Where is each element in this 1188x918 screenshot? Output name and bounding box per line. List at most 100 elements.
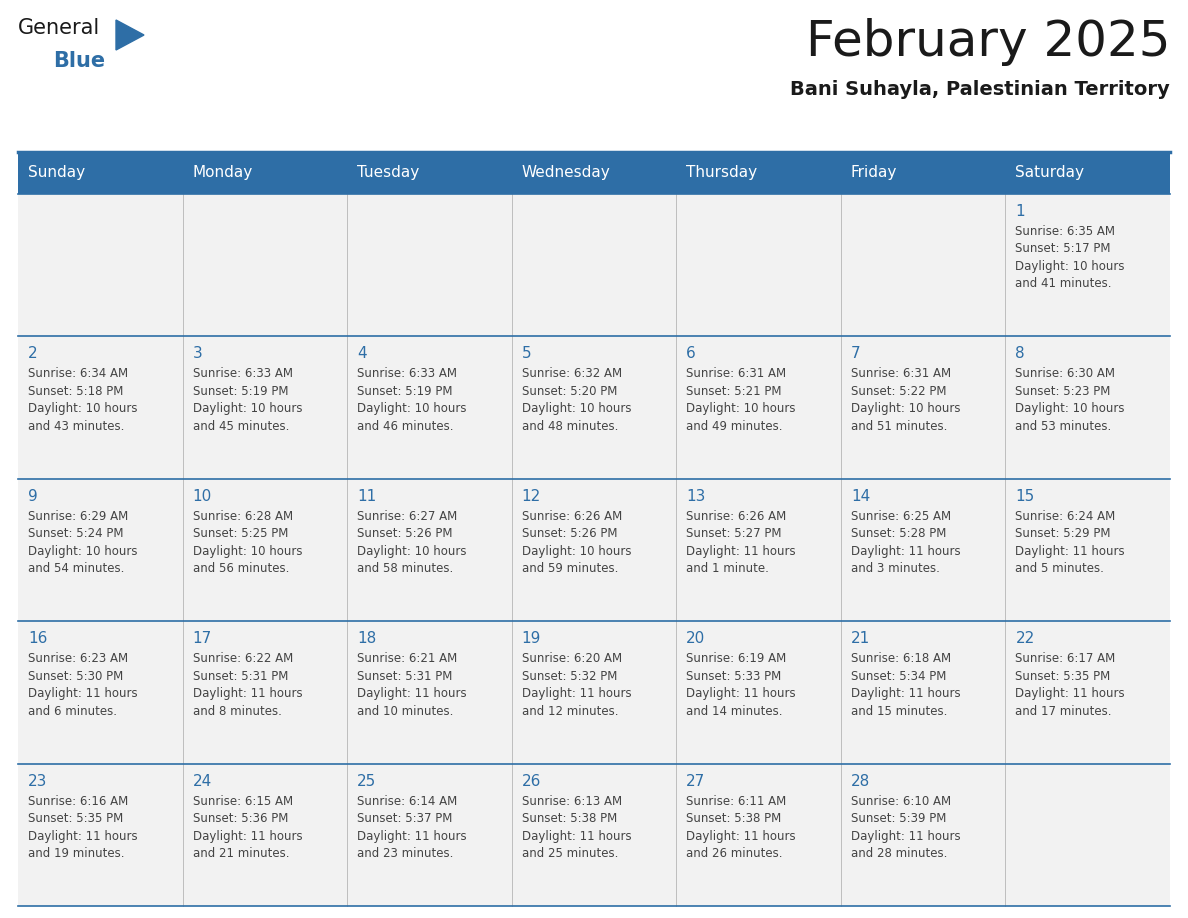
Text: Sunset: 5:26 PM: Sunset: 5:26 PM bbox=[358, 527, 453, 541]
Text: Sunrise: 6:28 AM: Sunrise: 6:28 AM bbox=[192, 509, 292, 522]
Text: and 17 minutes.: and 17 minutes. bbox=[1016, 705, 1112, 718]
Text: and 10 minutes.: and 10 minutes. bbox=[358, 705, 454, 718]
Text: Sunrise: 6:11 AM: Sunrise: 6:11 AM bbox=[687, 795, 786, 808]
Text: Sunrise: 6:32 AM: Sunrise: 6:32 AM bbox=[522, 367, 621, 380]
Text: Blue: Blue bbox=[53, 51, 105, 71]
Text: Sunset: 5:34 PM: Sunset: 5:34 PM bbox=[851, 670, 946, 683]
Text: Sunset: 5:17 PM: Sunset: 5:17 PM bbox=[1016, 242, 1111, 255]
Text: Sunrise: 6:31 AM: Sunrise: 6:31 AM bbox=[687, 367, 786, 380]
Text: Daylight: 11 hours: Daylight: 11 hours bbox=[851, 544, 960, 558]
Text: Sunrise: 6:20 AM: Sunrise: 6:20 AM bbox=[522, 652, 621, 666]
Bar bbox=[18, 336, 1170, 479]
Text: 23: 23 bbox=[29, 774, 48, 789]
Text: and 19 minutes.: and 19 minutes. bbox=[29, 847, 125, 860]
Text: and 45 minutes.: and 45 minutes. bbox=[192, 420, 289, 433]
Text: and 14 minutes.: and 14 minutes. bbox=[687, 705, 783, 718]
Text: Sunrise: 6:10 AM: Sunrise: 6:10 AM bbox=[851, 795, 950, 808]
Text: 15: 15 bbox=[1016, 488, 1035, 504]
Text: Sunrise: 6:29 AM: Sunrise: 6:29 AM bbox=[29, 509, 128, 522]
Text: and 51 minutes.: and 51 minutes. bbox=[851, 420, 947, 433]
Text: and 8 minutes.: and 8 minutes. bbox=[192, 705, 282, 718]
Text: 4: 4 bbox=[358, 346, 367, 362]
Text: Sunrise: 6:33 AM: Sunrise: 6:33 AM bbox=[192, 367, 292, 380]
Text: Sunrise: 6:31 AM: Sunrise: 6:31 AM bbox=[851, 367, 950, 380]
Text: and 58 minutes.: and 58 minutes. bbox=[358, 563, 454, 576]
Text: Daylight: 11 hours: Daylight: 11 hours bbox=[522, 688, 631, 700]
Text: 27: 27 bbox=[687, 774, 706, 789]
Text: Sunset: 5:30 PM: Sunset: 5:30 PM bbox=[29, 670, 124, 683]
Text: Sunset: 5:22 PM: Sunset: 5:22 PM bbox=[851, 385, 947, 397]
Text: Sunday: Sunday bbox=[29, 165, 86, 181]
Text: Sunset: 5:35 PM: Sunset: 5:35 PM bbox=[29, 812, 124, 825]
Text: Sunset: 5:38 PM: Sunset: 5:38 PM bbox=[522, 812, 617, 825]
Text: Daylight: 10 hours: Daylight: 10 hours bbox=[358, 402, 467, 416]
Text: 26: 26 bbox=[522, 774, 541, 789]
Text: and 56 minutes.: and 56 minutes. bbox=[192, 563, 289, 576]
Text: Sunset: 5:18 PM: Sunset: 5:18 PM bbox=[29, 385, 124, 397]
Text: Sunset: 5:37 PM: Sunset: 5:37 PM bbox=[358, 812, 453, 825]
Text: 9: 9 bbox=[29, 488, 38, 504]
Text: Sunrise: 6:15 AM: Sunrise: 6:15 AM bbox=[192, 795, 292, 808]
Text: 8: 8 bbox=[1016, 346, 1025, 362]
Text: Tuesday: Tuesday bbox=[358, 165, 419, 181]
Text: 12: 12 bbox=[522, 488, 541, 504]
Text: and 21 minutes.: and 21 minutes. bbox=[192, 847, 289, 860]
Text: Sunset: 5:33 PM: Sunset: 5:33 PM bbox=[687, 670, 782, 683]
Text: Daylight: 11 hours: Daylight: 11 hours bbox=[851, 830, 960, 843]
Text: Wednesday: Wednesday bbox=[522, 165, 611, 181]
Text: and 1 minute.: and 1 minute. bbox=[687, 563, 769, 576]
Text: Daylight: 11 hours: Daylight: 11 hours bbox=[358, 688, 467, 700]
Text: Sunset: 5:25 PM: Sunset: 5:25 PM bbox=[192, 527, 287, 541]
Text: Sunrise: 6:21 AM: Sunrise: 6:21 AM bbox=[358, 652, 457, 666]
Text: Daylight: 11 hours: Daylight: 11 hours bbox=[29, 688, 138, 700]
Bar bbox=[18, 152, 1170, 194]
Text: and 12 minutes.: and 12 minutes. bbox=[522, 705, 618, 718]
Text: and 28 minutes.: and 28 minutes. bbox=[851, 847, 947, 860]
Text: Daylight: 10 hours: Daylight: 10 hours bbox=[29, 544, 138, 558]
Text: Daylight: 11 hours: Daylight: 11 hours bbox=[687, 544, 796, 558]
Text: Monday: Monday bbox=[192, 165, 253, 181]
Text: Sunset: 5:19 PM: Sunset: 5:19 PM bbox=[358, 385, 453, 397]
Text: Sunrise: 6:23 AM: Sunrise: 6:23 AM bbox=[29, 652, 128, 666]
Text: and 23 minutes.: and 23 minutes. bbox=[358, 847, 454, 860]
Text: Sunrise: 6:17 AM: Sunrise: 6:17 AM bbox=[1016, 652, 1116, 666]
Text: Sunset: 5:28 PM: Sunset: 5:28 PM bbox=[851, 527, 946, 541]
Text: Sunset: 5:31 PM: Sunset: 5:31 PM bbox=[358, 670, 453, 683]
Text: Thursday: Thursday bbox=[687, 165, 758, 181]
Text: 21: 21 bbox=[851, 632, 870, 646]
Text: 1: 1 bbox=[1016, 204, 1025, 219]
Text: Daylight: 10 hours: Daylight: 10 hours bbox=[522, 544, 631, 558]
Text: Saturday: Saturday bbox=[1016, 165, 1085, 181]
Text: Sunset: 5:29 PM: Sunset: 5:29 PM bbox=[1016, 527, 1111, 541]
Text: Sunrise: 6:27 AM: Sunrise: 6:27 AM bbox=[358, 509, 457, 522]
Text: Daylight: 10 hours: Daylight: 10 hours bbox=[522, 402, 631, 416]
Text: and 25 minutes.: and 25 minutes. bbox=[522, 847, 618, 860]
Text: Daylight: 11 hours: Daylight: 11 hours bbox=[687, 688, 796, 700]
Text: and 41 minutes.: and 41 minutes. bbox=[1016, 277, 1112, 290]
Text: Daylight: 11 hours: Daylight: 11 hours bbox=[192, 688, 302, 700]
Text: Sunset: 5:38 PM: Sunset: 5:38 PM bbox=[687, 812, 782, 825]
Text: Sunset: 5:20 PM: Sunset: 5:20 PM bbox=[522, 385, 617, 397]
Text: and 3 minutes.: and 3 minutes. bbox=[851, 563, 940, 576]
Text: 7: 7 bbox=[851, 346, 860, 362]
Text: Sunset: 5:21 PM: Sunset: 5:21 PM bbox=[687, 385, 782, 397]
Text: 11: 11 bbox=[358, 488, 377, 504]
Text: 28: 28 bbox=[851, 774, 870, 789]
Text: 20: 20 bbox=[687, 632, 706, 646]
Text: Sunset: 5:31 PM: Sunset: 5:31 PM bbox=[192, 670, 287, 683]
Text: Sunset: 5:27 PM: Sunset: 5:27 PM bbox=[687, 527, 782, 541]
Text: Daylight: 10 hours: Daylight: 10 hours bbox=[192, 402, 302, 416]
Text: Sunrise: 6:34 AM: Sunrise: 6:34 AM bbox=[29, 367, 128, 380]
Text: Daylight: 11 hours: Daylight: 11 hours bbox=[29, 830, 138, 843]
Text: 19: 19 bbox=[522, 632, 541, 646]
Text: Sunrise: 6:25 AM: Sunrise: 6:25 AM bbox=[851, 509, 950, 522]
Text: Daylight: 10 hours: Daylight: 10 hours bbox=[29, 402, 138, 416]
Text: 6: 6 bbox=[687, 346, 696, 362]
Text: and 53 minutes.: and 53 minutes. bbox=[1016, 420, 1112, 433]
Text: February 2025: February 2025 bbox=[805, 18, 1170, 66]
Text: Daylight: 11 hours: Daylight: 11 hours bbox=[358, 830, 467, 843]
Text: Sunset: 5:39 PM: Sunset: 5:39 PM bbox=[851, 812, 946, 825]
Bar bbox=[18, 479, 1170, 621]
Text: 25: 25 bbox=[358, 774, 377, 789]
Text: 24: 24 bbox=[192, 774, 211, 789]
